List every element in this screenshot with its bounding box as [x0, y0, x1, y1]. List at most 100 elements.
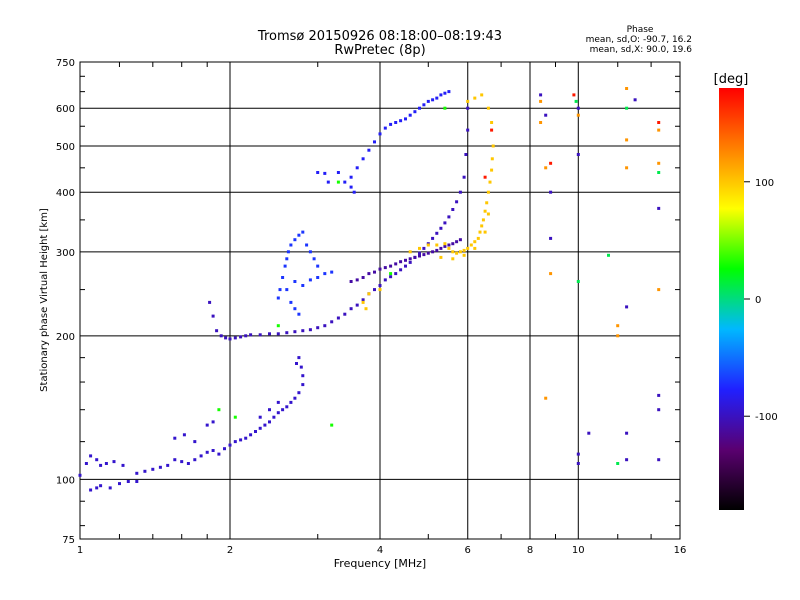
echo-point: [443, 91, 447, 95]
echo-point: [228, 443, 232, 447]
echo-point: [343, 312, 347, 316]
echo-point: [268, 332, 271, 336]
echo-point: [293, 396, 297, 400]
echo-point: [361, 300, 365, 304]
echo-point: [281, 408, 285, 412]
echo-point: [435, 96, 439, 100]
echo-point: [399, 119, 403, 123]
echo-point: [151, 467, 155, 471]
echo-point: [389, 122, 393, 126]
echo-point: [549, 161, 553, 165]
echo-point: [426, 243, 430, 247]
echo-point: [625, 305, 629, 309]
echo-point: [625, 458, 629, 462]
echo-point: [336, 316, 340, 320]
echo-point: [483, 209, 487, 213]
echo-point: [281, 276, 285, 279]
phase-stats: Phase mean, sd,O: -90.7, 16.2 mean, sd,X…: [586, 25, 693, 55]
echo-point: [95, 458, 99, 462]
echo-point: [490, 168, 494, 172]
echo-point: [215, 329, 219, 333]
echo-point: [426, 251, 430, 255]
echo-point: [224, 336, 228, 340]
echo-point: [458, 238, 462, 242]
echo-point: [625, 166, 629, 170]
echo-point: [447, 243, 451, 247]
echo-point: [576, 462, 580, 465]
echo-point: [399, 268, 403, 272]
echo-point: [78, 473, 82, 477]
echo-point: [99, 484, 103, 488]
echo-point: [263, 423, 267, 427]
echo-point: [373, 140, 376, 144]
echo-point: [373, 270, 376, 274]
echo-point: [95, 486, 99, 490]
echo-point: [293, 238, 297, 242]
echo-point: [451, 242, 455, 246]
echo-point: [166, 463, 170, 467]
echo-point: [308, 250, 312, 254]
echo-point: [268, 420, 271, 424]
echo-point: [451, 208, 455, 211]
echo-point: [462, 253, 466, 257]
echo-point: [458, 250, 462, 254]
echo-point: [473, 246, 477, 250]
echo-point: [323, 272, 327, 276]
echo-point: [126, 480, 130, 483]
echo-point: [343, 180, 347, 184]
echo-point: [228, 337, 232, 341]
echo-point: [99, 463, 103, 467]
echo-point: [418, 251, 421, 255]
echo-point: [462, 248, 466, 252]
echo-point: [439, 93, 443, 97]
echo-point: [186, 462, 190, 465]
echo-point: [276, 324, 280, 328]
colorbar: [deg] 100 0 -100: [714, 72, 778, 510]
x-axis-label: Frequency [MHz]: [334, 557, 426, 570]
echo-point: [173, 436, 177, 440]
echo-point: [447, 246, 451, 250]
echo-point: [413, 255, 417, 259]
echo-point: [539, 99, 543, 103]
echo-point: [451, 257, 455, 261]
echo-point: [326, 180, 330, 184]
echo-point: [539, 93, 543, 97]
echo-point: [466, 99, 470, 103]
y-tick-label: 750: [56, 58, 75, 69]
echo-point: [408, 257, 412, 261]
y-tick-label: 400: [56, 188, 75, 199]
echo-point: [455, 251, 459, 255]
echo-point: [205, 423, 209, 427]
echo-point: [431, 98, 435, 102]
echo-point: [316, 326, 320, 330]
echo-point: [330, 423, 334, 427]
echo-point: [422, 253, 426, 257]
colorbar-tick-label: -100: [755, 412, 778, 423]
echo-point: [544, 396, 548, 400]
echo-point: [435, 231, 439, 235]
echo-point: [112, 460, 116, 464]
chart-title: Tromsø 20150926 08:18:00–08:19:43: [257, 29, 502, 44]
echo-point: [233, 336, 237, 340]
echo-point: [616, 324, 620, 328]
echo-point: [447, 215, 451, 219]
echo-point: [539, 121, 543, 124]
echo-point: [544, 166, 548, 170]
echo-point: [254, 430, 257, 433]
echo-point: [293, 330, 297, 334]
echo-point: [297, 356, 301, 360]
echo-point: [258, 415, 262, 419]
echo-point: [657, 288, 661, 292]
echo-point: [180, 460, 184, 464]
echo-point: [378, 288, 382, 292]
phase-stats-x: mean, sd,X: 90.0, 19.6: [590, 45, 693, 55]
echo-point: [576, 153, 580, 156]
echo-point: [217, 452, 221, 456]
echo-point: [399, 260, 403, 264]
echo-point: [473, 240, 477, 244]
y-tick-label: 100: [56, 475, 75, 486]
data-points: [78, 87, 661, 492]
echo-point: [657, 171, 661, 174]
echo-point: [330, 320, 334, 324]
echo-point: [301, 230, 305, 234]
